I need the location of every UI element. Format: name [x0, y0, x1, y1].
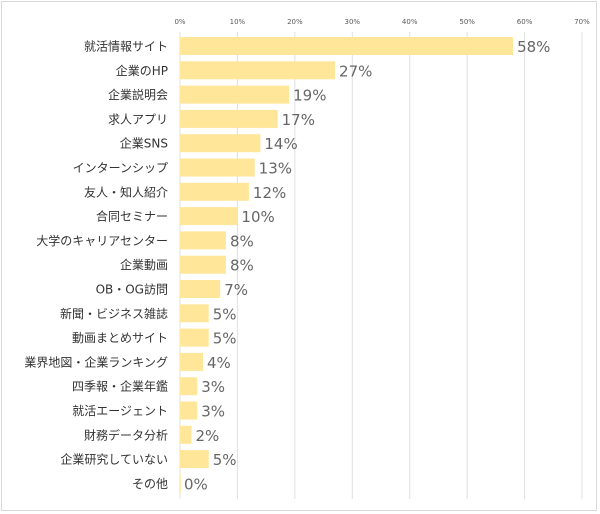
- bar: [180, 109, 278, 128]
- category-label: インターンシップ: [73, 161, 168, 175]
- category-label: 求人アプリ: [108, 112, 168, 126]
- bars: [180, 37, 514, 493]
- value-label: 5%: [213, 451, 237, 469]
- bar: [180, 304, 209, 323]
- value-label: 14%: [264, 135, 297, 153]
- bar: [180, 474, 181, 493]
- value-label: 3%: [201, 378, 225, 396]
- value-label: 4%: [207, 354, 231, 372]
- bar: [180, 231, 226, 250]
- bar: [180, 85, 290, 104]
- category-label: 動画まとめサイト: [72, 331, 168, 345]
- bar: [180, 425, 192, 444]
- category-label: 企業SNS: [120, 136, 168, 151]
- category-label: 企業研究していない: [60, 452, 168, 467]
- bar: [180, 134, 261, 153]
- bar: [180, 255, 226, 274]
- category-label: 大学のキャリアセンター: [36, 233, 168, 248]
- x-tick-label: 0%: [174, 18, 185, 26]
- bar: [180, 182, 249, 201]
- category-label: 企業説明会: [108, 87, 168, 102]
- x-tick-label: 20%: [287, 18, 303, 26]
- value-label: 8%: [230, 257, 254, 275]
- x-tick-label: 50%: [459, 18, 475, 26]
- value-label: 27%: [339, 62, 372, 80]
- bar: [180, 328, 209, 347]
- category-label: 企業のHP: [116, 63, 168, 78]
- x-tick-label: 10%: [230, 18, 246, 26]
- category-label: 四季報・企業年鑑: [72, 379, 168, 394]
- bar: [180, 37, 514, 55]
- bar: [180, 450, 209, 469]
- category-label: 企業動画: [120, 257, 168, 272]
- value-label: 17%: [282, 111, 315, 129]
- value-label: 12%: [253, 184, 286, 202]
- value-label: 5%: [213, 305, 237, 323]
- bar: [180, 377, 198, 396]
- category-label: 友人・知人紹介: [84, 185, 168, 199]
- value-label: 10%: [241, 208, 274, 226]
- x-tick-label: 70%: [574, 18, 590, 26]
- category-label: 合同セミナー: [96, 209, 168, 224]
- value-label: 13%: [259, 160, 292, 178]
- value-labels: 58% 27% 19% 17% 14% 13% 12% 10% 8% 8% 7% 5% 5% 4% 3% 3%…: [184, 38, 550, 493]
- category-label: 財務データ分析: [84, 427, 168, 442]
- value-label: 2%: [195, 427, 219, 445]
- category-label: その他: [132, 477, 168, 491]
- value-label: 7%: [224, 281, 248, 299]
- value-label: 0%: [184, 475, 208, 493]
- gridlines: [179, 32, 583, 499]
- category-label: 新聞・ビジネス雑誌: [60, 306, 168, 321]
- category-label: 就活情報サイト: [84, 40, 168, 54]
- value-label: 5%: [213, 330, 237, 348]
- x-tick-label: 60%: [517, 18, 533, 26]
- x-tick-label: 40%: [402, 18, 418, 26]
- value-label: 8%: [230, 232, 254, 250]
- bar: [180, 352, 203, 371]
- bar: [180, 401, 198, 420]
- bar: [180, 207, 238, 226]
- category-label: 業界地図・企業ランキング: [24, 354, 168, 369]
- category-label: 就活エージェント: [72, 404, 168, 418]
- value-label: 19%: [293, 87, 326, 105]
- bar: [180, 61, 336, 80]
- value-label: 58%: [517, 38, 550, 56]
- x-axis-ticks: 0% 10% 20% 30% 40% 50% 60% 70%: [174, 18, 590, 26]
- bar: [180, 158, 255, 177]
- x-tick-label: 30%: [345, 18, 361, 26]
- bar: [180, 280, 221, 298]
- value-label: 3%: [201, 403, 225, 421]
- category-label: OB・OG訪問: [96, 282, 168, 297]
